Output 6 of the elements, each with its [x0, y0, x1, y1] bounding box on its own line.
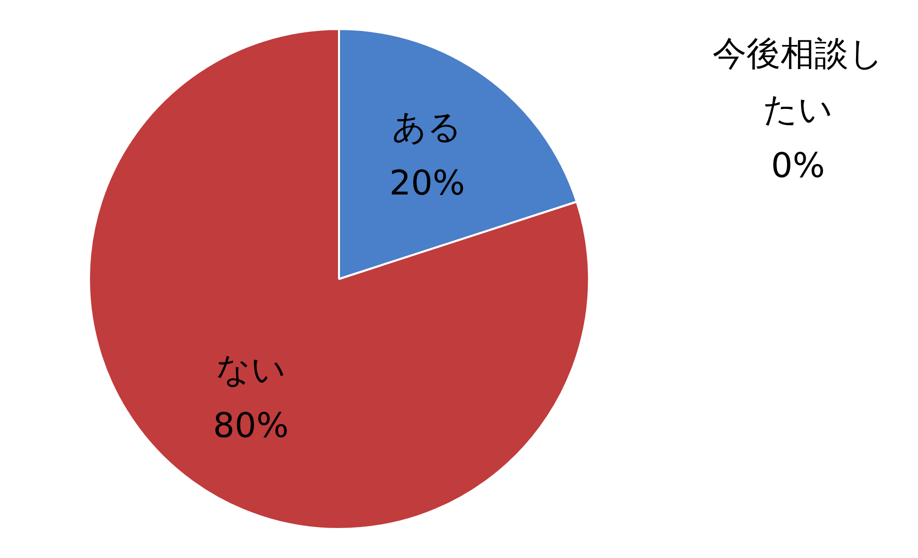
data-label: 20% [389, 163, 465, 204]
data-label: 80% [213, 406, 289, 446]
slice-label: ある [392, 107, 462, 148]
text: 0% [771, 146, 825, 186]
slice-label: ない [216, 350, 286, 390]
category-label: 今後相談したい [712, 34, 884, 130]
